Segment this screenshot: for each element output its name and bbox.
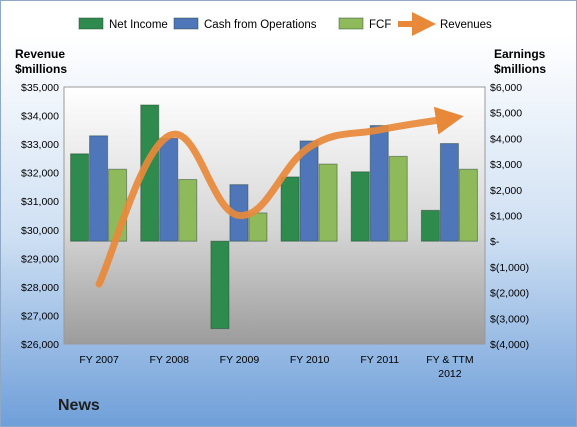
right-tick-label: $6,000 — [490, 82, 522, 94]
net-income-bar — [350, 171, 370, 242]
revenues-line — [95, 106, 464, 288]
left-axis-title-line1: Revenue — [15, 47, 66, 61]
category-label: FY 2010 — [290, 354, 330, 366]
right-tick-label: $2,000 — [490, 185, 522, 197]
right-tick-label: $5,000 — [490, 108, 522, 120]
category-label: FY 2011 — [360, 354, 399, 366]
legend-label-net-income: Net Income — [109, 19, 168, 31]
left-axis-ticks: $26,000 $27,000 $28,000 $29,000 $30,000 $31,0… — [21, 82, 59, 351]
category-label: FY & TTM 2012 — [426, 354, 473, 380]
right-tick-label: $- — [490, 236, 500, 248]
left-tick-label: $32,000 — [21, 168, 59, 180]
right-tick-label: $(3,000) — [490, 313, 529, 325]
right-tick-label: $3,000 — [490, 159, 522, 171]
cash-from-operations-bar — [369, 125, 389, 242]
right-tick-label: $4,000 — [490, 133, 522, 145]
left-tick-label: $28,000 — [21, 282, 59, 294]
net-income-bar — [280, 176, 300, 242]
footer-title: News — [58, 397, 100, 414]
legend-label-cash-from-operations: Cash from Operations — [204, 19, 317, 31]
fcf-bar — [458, 168, 478, 242]
category-label: FY 2007 — [79, 354, 119, 366]
right-axis-title: Earnings $millions — [494, 47, 546, 77]
left-tick-label: $31,000 — [21, 196, 59, 208]
net-income-bar — [210, 240, 230, 330]
revenue-line — [95, 106, 464, 288]
net-income-bar — [70, 153, 90, 242]
right-tick-label: $(4,000) — [490, 339, 529, 351]
legend-swatch-fcf — [338, 17, 364, 30]
left-tick-label: $35,000 — [21, 82, 59, 94]
fcf-bar — [318, 163, 338, 242]
category-labels: FY 2007 FY 2008 FY 2009 FY 2010 FY 2011 FY & … — [79, 354, 473, 380]
bars — [70, 104, 478, 330]
legend-label-fcf: FCF — [369, 19, 391, 31]
left-tick-label: $29,000 — [21, 253, 59, 265]
cash-from-operations-bar — [299, 140, 319, 242]
net-income-bar — [420, 209, 440, 242]
category-label: FY 2009 — [220, 354, 260, 366]
cash-from-operations-bar — [159, 137, 179, 242]
right-tick-label: $1,000 — [490, 211, 522, 223]
left-axis-title: Revenue $millions — [15, 47, 67, 77]
legend: Net Income Cash from Operations FCF Revenue… — [78, 12, 492, 36]
right-axis-title-line1: Earnings — [494, 47, 546, 61]
left-tick-label: $26,000 — [21, 339, 59, 351]
left-tick-label: $27,000 — [21, 310, 59, 322]
plot-area — [63, 86, 486, 345]
legend-label-revenues: Revenues — [440, 19, 492, 31]
right-tick-label: $(2,000) — [490, 288, 529, 300]
right-axis-title-line2: $millions — [494, 62, 547, 76]
cash-from-operations-bar — [89, 135, 109, 242]
right-tick-label: $(1,000) — [490, 262, 529, 274]
legend-swatch-cash-from-operations — [173, 17, 199, 30]
fcf-bar — [388, 155, 408, 242]
right-axis-ticks: $(4,000) $(3,000) $(2,000) $(1,000) $- $1,000… — [490, 82, 529, 351]
left-tick-label: $34,000 — [21, 111, 59, 123]
left-tick-label: $30,000 — [21, 225, 59, 237]
fcf-bar — [248, 212, 268, 242]
cash-from-operations-bar — [439, 143, 459, 242]
left-tick-label: $33,000 — [21, 139, 59, 151]
legend-swatch-net-income — [78, 17, 104, 30]
fcf-bar — [178, 179, 198, 242]
left-axis-title-line2: $millions — [15, 62, 68, 76]
category-label: FY 2008 — [149, 354, 189, 366]
